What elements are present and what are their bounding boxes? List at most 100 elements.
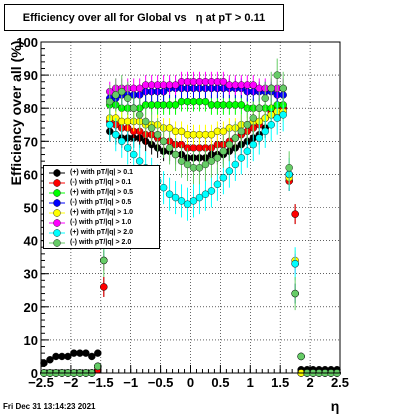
x-tick-label: 0 xyxy=(187,375,194,390)
data-point xyxy=(273,71,281,79)
data-point xyxy=(82,349,90,357)
data-point xyxy=(201,190,210,198)
x-tick-label: 1.5 xyxy=(271,375,289,390)
chart-title-suffix: at pT > 0.11 xyxy=(205,12,266,24)
y-tick-label: 90 xyxy=(24,68,38,83)
data-point xyxy=(237,101,246,109)
x-tick-label: 2 xyxy=(306,375,313,390)
data-point xyxy=(88,352,96,361)
data-point xyxy=(159,137,168,146)
data-point xyxy=(135,157,144,165)
data-point xyxy=(141,117,150,126)
data-point xyxy=(267,84,275,93)
data-point xyxy=(291,289,299,298)
x-tick-labels: −2.5 −2 −1.5 −1 −0.5 0 0.5 1 1.5 2 2.5 xyxy=(28,375,349,390)
data-point xyxy=(225,167,234,175)
y-axis-label: Efficiency over all (%) xyxy=(8,41,24,186)
data-point xyxy=(165,144,174,152)
data-point xyxy=(237,154,246,162)
data-point xyxy=(94,362,102,371)
data-point xyxy=(261,127,269,136)
data-point xyxy=(285,164,293,172)
data-point xyxy=(124,94,132,102)
data-point xyxy=(112,91,120,99)
data-point xyxy=(129,150,138,159)
y-tick-label: 20 xyxy=(24,300,38,315)
data-point xyxy=(135,84,144,93)
data-point xyxy=(243,147,252,155)
y-tick-label: 10 xyxy=(24,333,38,348)
data-point xyxy=(177,157,186,165)
data-point xyxy=(64,352,72,361)
data-point xyxy=(219,174,228,182)
data-point xyxy=(225,140,234,149)
data-point xyxy=(267,121,275,129)
y-tick-label: 40 xyxy=(24,234,38,249)
data-point xyxy=(255,104,263,112)
legend: (+) with pT/|q| > 0.1 (-) with pT/|q| > 0… xyxy=(43,165,160,249)
legend-marker xyxy=(49,239,65,247)
legend-marker xyxy=(49,219,65,227)
data-point xyxy=(171,193,180,202)
data-point xyxy=(261,94,269,102)
legend-entry: (+) with pT/|q| > 0.5 xyxy=(44,188,159,198)
legend-label: (-) with pT/|q| > 2.0 xyxy=(70,239,132,246)
data-point xyxy=(46,356,54,364)
data-point xyxy=(177,127,186,136)
legend-entry: (-) with pT/|q| > 0.1 xyxy=(44,178,159,188)
legend-label: (-) with pT/|q| > 0.1 xyxy=(70,179,132,186)
x-tick-label: −2.5 xyxy=(28,375,54,390)
data-point xyxy=(231,160,240,169)
legend-marker xyxy=(49,209,65,217)
data-point xyxy=(177,197,186,205)
data-point xyxy=(255,134,263,142)
legend-label: (+) with pT/|q| > 1.0 xyxy=(70,209,134,216)
y-tick-label: 30 xyxy=(24,267,38,282)
data-point xyxy=(183,160,192,169)
data-point xyxy=(183,200,192,208)
x-axis-label: η xyxy=(331,398,340,414)
data-point xyxy=(195,193,204,202)
data-point xyxy=(207,130,216,139)
timestamp: Fri Dec 31 13:14:23 2021 xyxy=(3,402,96,411)
data-point xyxy=(147,124,156,132)
chart-title: Efficiency over all for Global vs η at p… xyxy=(4,4,284,31)
data-point xyxy=(106,121,114,129)
y-tick-label: 70 xyxy=(24,134,38,149)
y-tick-label: 50 xyxy=(24,201,38,216)
data-point xyxy=(100,283,108,291)
data-point xyxy=(201,160,210,169)
legend-entry: (+) with pT/|q| > 0.1 xyxy=(44,168,159,178)
legend-label: (+) with pT/|q| > 2.0 xyxy=(70,229,134,236)
y-tick-label: 80 xyxy=(24,101,38,116)
data-point xyxy=(118,87,126,96)
y-tick-label: 0 xyxy=(31,366,38,381)
data-point xyxy=(273,114,281,122)
data-point xyxy=(297,352,305,361)
data-point xyxy=(124,144,132,152)
series-8 xyxy=(40,58,341,377)
y-tick-label: 60 xyxy=(24,167,38,182)
data-point xyxy=(189,197,198,205)
data-point xyxy=(231,134,240,142)
data-point xyxy=(213,154,222,162)
x-tick-label: −1 xyxy=(123,375,138,390)
x-tick-label: 0.5 xyxy=(211,375,229,390)
chart-title-prefix: Efficiency over all for Global vs xyxy=(22,12,187,24)
data-point xyxy=(243,121,252,129)
data-point xyxy=(249,114,257,122)
legend-marker xyxy=(49,179,65,187)
chart-title-symbol: η xyxy=(195,12,203,24)
legend-marker xyxy=(49,229,65,237)
data-point xyxy=(171,150,180,159)
x-tick-label: −0.5 xyxy=(148,375,174,390)
data-point xyxy=(279,111,287,119)
data-point xyxy=(159,183,168,192)
data-point xyxy=(100,256,108,265)
legend-label: (-) with pT/|q| > 1.0 xyxy=(70,219,132,226)
legend-entry: (+) with pT/|q| > 2.0 xyxy=(44,228,159,238)
legend-label: (+) with pT/|q| > 0.5 xyxy=(70,189,134,196)
y-tick-label: 100 xyxy=(16,35,38,50)
legend-entry: (+) with pT/|q| > 1.0 xyxy=(44,208,159,218)
data-point xyxy=(219,78,228,86)
